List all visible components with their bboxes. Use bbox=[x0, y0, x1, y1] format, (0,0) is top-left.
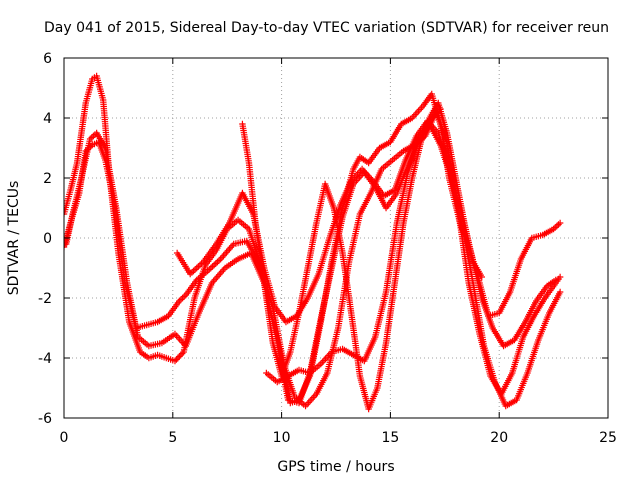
data-point-interp bbox=[177, 351, 184, 359]
data-points bbox=[64, 72, 564, 413]
data-point bbox=[171, 357, 179, 365]
data-point bbox=[437, 105, 444, 113]
y-tick-label: -2 bbox=[38, 291, 52, 307]
x-tick-label: 0 bbox=[60, 430, 69, 446]
data-point-interp bbox=[173, 356, 180, 363]
chart-title: Day 041 of 2015, Sidereal Day-to-day VTE… bbox=[44, 20, 609, 36]
y-tick-label: -6 bbox=[38, 411, 52, 427]
x-tick-label: 5 bbox=[168, 430, 177, 446]
series-track-5 bbox=[239, 99, 485, 413]
x-tick-label: 20 bbox=[490, 430, 508, 446]
x-tick-label: 25 bbox=[599, 430, 617, 446]
y-tick-label: 2 bbox=[43, 171, 52, 187]
y-tick-label: 6 bbox=[43, 51, 52, 67]
x-axis-label: GPS time / hours bbox=[277, 459, 394, 475]
data-point-interp bbox=[179, 350, 186, 357]
data-point bbox=[552, 276, 559, 284]
axis-ticks: 0 5 10 15 20 25 -6 -4 -2 0 2 4 6 bbox=[38, 51, 617, 446]
y-tick-label: 4 bbox=[43, 111, 52, 127]
data-point-interp bbox=[176, 353, 183, 360]
data-point bbox=[556, 273, 564, 281]
y-tick-label: 0 bbox=[43, 231, 52, 247]
data-point bbox=[556, 288, 564, 296]
data-point-interp bbox=[174, 354, 182, 362]
y-axis-label: SDTVAR / TECUs bbox=[6, 181, 22, 296]
y-tick-label: -4 bbox=[38, 351, 52, 367]
series-track-6 bbox=[263, 105, 444, 386]
x-tick-label: 10 bbox=[273, 430, 291, 446]
data-point bbox=[478, 273, 485, 281]
data-point bbox=[64, 210, 68, 218]
data-point bbox=[556, 219, 564, 227]
x-tick-label: 15 bbox=[381, 430, 399, 446]
